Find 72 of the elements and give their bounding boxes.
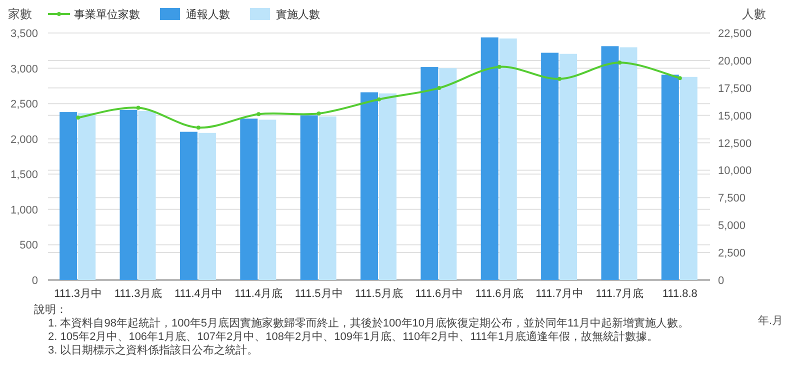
legend-label: 通報人數 [186,8,230,21]
x-tick-label: 111.5月中 [294,287,343,300]
point [136,106,140,110]
y-tick-label: 3,500 [10,28,38,40]
point [678,76,682,80]
bar [78,113,96,280]
legend-label: 事業單位家數 [74,8,140,21]
point [76,116,80,120]
y2-tick-label: 7,500 [718,192,746,205]
y2-tick-label: 22,500 [718,28,752,40]
point [437,86,442,90]
bar [120,110,138,280]
bar [318,116,336,280]
bar [480,37,498,280]
y-tick-label: 3,000 [10,63,38,76]
y2-tick-label: 10,000 [718,165,752,178]
x-tick-label: 111.7月中 [536,287,584,300]
bar [60,112,78,280]
bar [379,93,396,280]
bar [420,67,438,280]
y-tick-label: 500 [20,240,38,252]
bar [661,74,679,280]
bar [258,120,276,280]
legend-label: 實施人數 [276,8,320,21]
bar [560,54,578,280]
bar [620,47,638,280]
point [618,60,622,65]
y-tick-label: 2,000 [10,134,38,146]
bar [360,92,378,280]
x-tick-label: 111.6月底 [475,287,524,300]
y2-axis-title: 人數 [742,7,766,21]
bar [499,38,517,280]
y2-tick-label: 17,500 [718,82,752,95]
bar [601,46,619,280]
y2-tick-label: 15,000 [718,110,752,122]
x-tick-label: 111.6月中 [415,287,464,300]
point [196,126,200,130]
point [316,111,321,116]
point [558,76,562,81]
text: 3. 以日期標示之資料係指該日公布之統計。 [48,344,258,356]
point [497,64,502,69]
point [377,97,381,102]
text: 2. 105年2月中、106年1月底、107年2月中、108年2月中、109年1月底、110年2月中、111年1月底適逢年假，故無統計數據。 [48,330,658,343]
x-tick-label: 111.4月底 [234,287,283,300]
x-tick-label: 111.4月中 [174,287,222,300]
text: 1. 本資料自98年起統計，100年5月底因實施家數歸零而終止，其後於100年10月底恢復定期公布，並於同年11月中起新增實施人數。 [48,316,689,330]
x-tick-label: 111.7月底 [596,287,644,300]
bar [680,76,698,280]
text: 說明： [34,303,67,316]
y2-tick-label: 12,500 [718,138,752,150]
bar [138,110,156,280]
bar [541,52,559,280]
bar [300,115,318,280]
x-axis-title: 年.月 [758,315,784,327]
bar [439,68,457,280]
y-tick-label: 1,000 [10,204,38,216]
bar [198,132,216,280]
y-tick-label: 2,500 [10,98,38,111]
point [256,112,261,116]
y2-tick-label: 5,000 [718,220,746,232]
x-tick-label: 111.8.8 [662,288,698,300]
x-tick-label: 111.5月底 [355,287,403,300]
y2-tick-label: 20,000 [718,55,752,68]
y-tick-label: 0 [32,275,38,287]
y2-tick-label: 0 [718,275,724,287]
bar [180,132,198,280]
x-tick-label: 111.3月底 [114,287,162,300]
y-tick-label: 1,500 [10,169,38,182]
x-tick-label: 111.3月中 [54,287,102,300]
y-axis-title: 家數 [8,7,32,21]
bar [240,118,258,280]
y2-tick-label: 2,500 [718,248,746,260]
